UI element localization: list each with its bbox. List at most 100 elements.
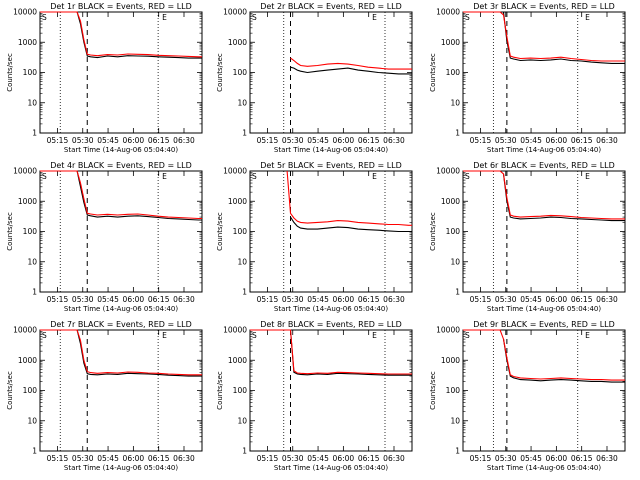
events-series-line — [502, 339, 625, 383]
y-tick-label: 100 — [233, 386, 248, 395]
events-series-line — [289, 329, 412, 376]
lld-series-line — [463, 329, 625, 381]
panel-title: Det 4r BLACK = Events, RED = LLD — [50, 161, 192, 170]
panel-6: Det 6r BLACK = Events, RED = LLD 1 10 100 10… — [429, 161, 626, 313]
x-tick-label: 05:15 — [47, 136, 69, 145]
y-axis-label: Counts/sec — [429, 371, 437, 410]
panel-title: Det 2r BLACK = Events, RED = LLD — [260, 2, 402, 11]
x-tick-label: 05:45 — [307, 454, 329, 463]
end-marker: E — [162, 172, 167, 181]
plot-frame — [249, 329, 413, 452]
lld-series-line — [290, 57, 412, 70]
x-tick-label: 05:30 — [495, 136, 517, 145]
events-series-line — [76, 170, 202, 221]
y-axis-label: Counts/sec — [216, 53, 224, 92]
y-axis-label: Counts/sec — [216, 371, 224, 410]
x-tick-label: 06:30 — [383, 454, 405, 463]
start-marker: S — [465, 13, 470, 22]
y-tick-label: 10000 — [223, 8, 247, 17]
x-tick-label: 05:15 — [470, 136, 492, 145]
x-tick-label: 05:30 — [282, 295, 304, 304]
start-marker: S — [252, 172, 257, 181]
x-axis-label: Start Time (14-Aug-06 05:04:40) — [64, 464, 178, 472]
y-tick-label: 100 — [23, 386, 38, 395]
y-tick-label: 10 — [27, 98, 37, 107]
plot-frame — [462, 329, 626, 452]
x-tick-label: 05:30 — [72, 295, 94, 304]
y-tick-label: 1 — [455, 447, 460, 456]
y-axis-label: Counts/sec — [6, 212, 14, 251]
x-tick-label: 06:00 — [546, 295, 568, 304]
lld-series-line — [40, 11, 202, 58]
events-series-line — [290, 66, 412, 75]
x-tick-label: 06:15 — [148, 295, 170, 304]
x-tick-label: 06:00 — [546, 136, 568, 145]
x-tick-label: 05:15 — [257, 136, 279, 145]
y-tick-label: 100 — [446, 386, 461, 395]
y-tick-label: 100 — [23, 68, 38, 77]
x-axis-label: Start Time (14-Aug-06 05:04:40) — [487, 305, 601, 313]
panel-title: Det 3r BLACK = Events, RED = LLD — [473, 2, 615, 11]
x-tick-label: 06:00 — [333, 295, 355, 304]
x-tick-label: 06:00 — [123, 295, 145, 304]
x-tick-label: 05:45 — [307, 136, 329, 145]
y-tick-label: 1000 — [228, 197, 247, 206]
events-series-line — [76, 11, 202, 59]
y-tick-label: 10 — [237, 257, 247, 266]
y-tick-label: 10000 — [13, 8, 37, 17]
x-tick-label: 06:15 — [358, 454, 380, 463]
x-tick-label: 05:30 — [282, 136, 304, 145]
y-tick-label: 10 — [237, 416, 247, 425]
x-tick-label: 05:30 — [495, 295, 517, 304]
x-tick-label: 06:15 — [148, 136, 170, 145]
x-axis-label: Start Time (14-Aug-06 05:04:40) — [64, 146, 178, 154]
y-axis-label: Counts/sec — [429, 212, 437, 251]
lld-series-line — [40, 170, 202, 220]
y-tick-label: 1 — [242, 129, 247, 138]
x-tick-label: 06:15 — [358, 136, 380, 145]
x-tick-label: 05:45 — [97, 136, 119, 145]
y-tick-label: 1 — [32, 288, 37, 297]
x-axis-label: Start Time (14-Aug-06 05:04:40) — [487, 464, 601, 472]
y-tick-label: 1000 — [441, 38, 460, 47]
x-axis-label: Start Time (14-Aug-06 05:04:40) — [64, 305, 178, 313]
start-marker: S — [42, 331, 47, 340]
x-tick-label: 05:15 — [47, 454, 69, 463]
y-tick-label: 1000 — [18, 38, 37, 47]
y-tick-label: 10000 — [13, 167, 37, 176]
panel-7: Det 7r BLACK = Events, RED = LLD 1 10 100 10… — [6, 320, 203, 472]
start-marker: S — [42, 172, 47, 181]
y-tick-label: 10000 — [436, 167, 460, 176]
x-tick-label: 06:30 — [173, 136, 195, 145]
events-series-line — [502, 11, 625, 64]
lld-series-line — [250, 329, 412, 375]
x-tick-label: 05:30 — [72, 454, 94, 463]
x-axis-label: Start Time (14-Aug-06 05:04:40) — [274, 146, 388, 154]
x-tick-label: 05:30 — [72, 136, 94, 145]
y-tick-label: 10000 — [436, 8, 460, 17]
y-tick-label: 1000 — [228, 356, 247, 365]
x-tick-label: 06:15 — [571, 136, 593, 145]
y-tick-label: 100 — [23, 227, 38, 236]
x-tick-label: 06:30 — [596, 295, 618, 304]
y-tick-label: 10000 — [223, 326, 247, 335]
y-tick-label: 10 — [450, 416, 460, 425]
end-marker: E — [372, 13, 377, 22]
x-tick-label: 06:30 — [383, 136, 405, 145]
panel-8: Det 8r BLACK = Events, RED = LLD 1 10 100 10… — [216, 320, 413, 472]
y-tick-label: 1000 — [18, 197, 37, 206]
x-tick-label: 06:30 — [596, 136, 618, 145]
x-tick-label: 05:30 — [495, 454, 517, 463]
start-marker: S — [42, 13, 47, 22]
x-tick-label: 05:15 — [470, 454, 492, 463]
y-axis-label: Counts/sec — [6, 371, 14, 410]
panel-title: Det 5r BLACK = Events, RED = LLD — [260, 161, 402, 170]
y-axis-label: Counts/sec — [6, 53, 14, 92]
x-tick-label: 06:15 — [358, 295, 380, 304]
plot-frame — [249, 11, 413, 134]
y-axis-label: Counts/sec — [216, 212, 224, 251]
y-tick-label: 10 — [27, 257, 37, 266]
y-tick-label: 100 — [233, 68, 248, 77]
panel-5: Det 5r BLACK = Events, RED = LLD 1 10 100 10… — [216, 161, 413, 313]
